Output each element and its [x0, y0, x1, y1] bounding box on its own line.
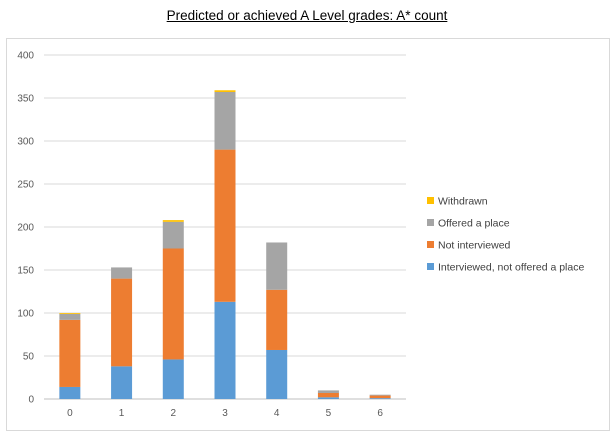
y-tick-label: 150: [17, 266, 34, 277]
bar-segment: [59, 386, 81, 399]
bar-segment: [111, 267, 133, 279]
y-tick-label: 50: [23, 352, 35, 363]
bars: [59, 90, 391, 399]
y-tick-label: 250: [17, 180, 34, 191]
bar-segment: [214, 91, 236, 150]
legend-label: Withdrawn: [438, 196, 488, 208]
bar-segment: [162, 248, 184, 360]
x-tick-label: 4: [274, 408, 280, 419]
bar-segment: [317, 390, 339, 393]
legend-label: Interviewed, not offered a place: [438, 262, 584, 274]
y-tick-label: 200: [17, 223, 34, 234]
legend: Withdrawn Offered a place Not interviewed I…: [427, 196, 584, 274]
bar-segment: [369, 395, 391, 399]
bar-segment: [266, 349, 288, 399]
legend-swatch: [427, 241, 434, 248]
bar-segment: [59, 313, 81, 314]
bar-segment: [162, 359, 184, 399]
bar-segment: [111, 278, 133, 367]
y-tick-label: 350: [17, 94, 34, 105]
legend-label: Not interviewed: [438, 240, 511, 252]
chart-title: Predicted or achieved A Level grades: A*…: [166, 8, 448, 23]
x-tick-label: 3: [222, 408, 228, 419]
bar-segment: [214, 301, 236, 399]
legend-swatch: [427, 263, 434, 270]
x-tick-label: 2: [171, 408, 177, 419]
x-tick-label: 0: [67, 408, 73, 419]
legend-swatch: [427, 219, 434, 226]
bar-segment: [317, 392, 339, 398]
x-tick-label: 6: [377, 408, 383, 419]
bar-segment: [369, 398, 391, 399]
bar-segment: [162, 220, 184, 222]
bar-segment: [59, 313, 81, 320]
y-tick-label: 400: [17, 51, 34, 62]
bar-segment: [266, 242, 288, 290]
bar-segment: [369, 394, 391, 396]
y-tick-label: 0: [28, 395, 34, 406]
legend-label: Offered a place: [438, 218, 510, 230]
y-axis-ticks: 0 50 100 150 200 250 300 350 400: [17, 51, 34, 406]
legend-swatch: [427, 197, 434, 204]
x-tick-label: 1: [119, 408, 125, 419]
bar-segment: [266, 289, 288, 350]
bar-segment: [111, 366, 133, 399]
bar-segment: [317, 397, 339, 399]
y-tick-label: 300: [17, 137, 34, 148]
bar-segment: [59, 319, 81, 387]
x-axis-ticks: 0 1 2 3 4 5 6: [67, 408, 383, 419]
y-tick-label: 100: [17, 309, 34, 320]
bar-segment: [214, 90, 236, 92]
chart-area: [6, 38, 610, 431]
bar-segment: [214, 149, 236, 302]
bar-segment: [162, 221, 184, 249]
x-tick-label: 5: [326, 408, 332, 419]
